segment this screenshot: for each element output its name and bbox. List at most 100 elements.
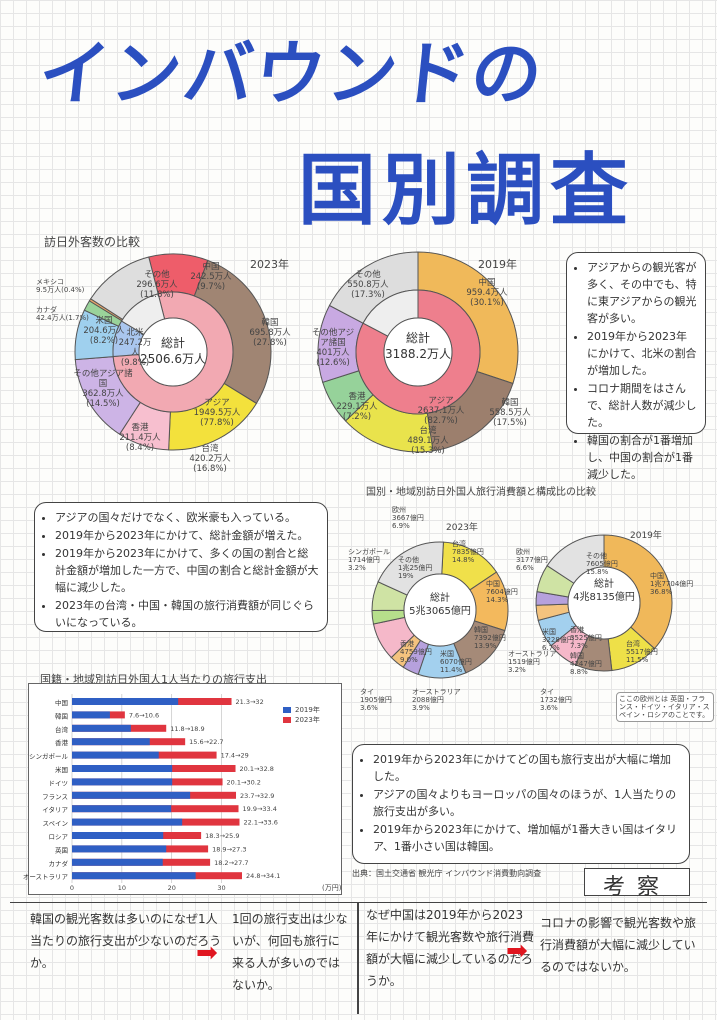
bar-category-label: 台湾 xyxy=(55,725,69,734)
s19-label-europe: 欧州 3177億円 6.6% xyxy=(516,548,548,572)
v23-label-north-america: 北米 247.2万人 (9.8%) xyxy=(118,328,152,368)
legend-2019-swatch xyxy=(283,707,291,713)
legend-2023-label: 2023年 xyxy=(295,716,320,724)
v19-label-other-asia: その他アジア諸国 401万人 (12.6%) xyxy=(311,328,355,368)
bar-2019 xyxy=(72,805,172,813)
bar-value-label: 18.9→27.3 xyxy=(212,845,246,853)
consideration-a2: コロナの影響で観光客数や旅行消費額が大幅に減少しているのではないか。 xyxy=(540,916,697,974)
v23-label-other-asia: その他アジア諸国 362.8万人 (14.5%) xyxy=(73,369,133,409)
per-capita-note: アジアの国々よりもヨーロッパの国々のほうが、1人当たりの旅行支出が多い。 xyxy=(373,786,681,820)
visitors-2019-year: 2019年 xyxy=(478,258,517,271)
v23-label-us: 米国 204.6万人 (8.2%) xyxy=(83,316,125,346)
spending-heading: 国別・地域別訪日外国人旅行消費額と構成比の比較 xyxy=(366,487,596,498)
consideration-q1: 韓国の観光客数は多いのになぜ1人当たりの旅行支出が少ないのだろうか。 xyxy=(30,912,222,970)
arrow-right-icon: ➡ xyxy=(506,936,528,966)
s19-label-hongkong: 香港 3525億円 7.3% xyxy=(570,626,602,650)
bar-category-label: スペイン xyxy=(42,820,68,828)
bar-2019 xyxy=(72,738,150,746)
bar-value-label: 21.3→32 xyxy=(236,698,264,706)
v19-label-korea: 韓国 558.5万人 (17.5%) xyxy=(489,398,531,428)
visitors-heading: 訪日外客数の比較 xyxy=(44,235,141,249)
source-note: 出典：国土交通省 観光庁 インバウンド消費動向調査 xyxy=(352,869,542,878)
x-tick-label: 20 xyxy=(168,884,176,892)
bar-2019 xyxy=(72,818,183,826)
x-tick-label: 30 xyxy=(217,884,225,892)
s19-label-korea: 韓国 4247億円 8.8% xyxy=(570,652,602,676)
s23-label-taiwan: 台湾 7835億円 14.8% xyxy=(452,540,484,564)
v23-label-hongkong: 香港 211.4万人 (8.4%) xyxy=(119,423,161,453)
s23-label-europe: 欧州 3667億円 6.9% xyxy=(392,506,424,530)
bar-category-label: 中国 xyxy=(55,698,68,707)
bar-category-label: 米国 xyxy=(55,765,68,774)
bar-value-label: 7.6→10.6 xyxy=(129,711,159,719)
bar-2019 xyxy=(72,698,179,705)
s23-label-hongkong: 香港 4759億円 9.0% xyxy=(400,640,432,664)
s23-label-us: 米国 6070億円 11.4% xyxy=(440,650,472,674)
v19-label-taiwan: 台湾 489.1万人 (15.3%) xyxy=(407,426,449,456)
visitors-note: 韓国の割合が1番増加し、中国の割合が1番減少した。 xyxy=(587,432,697,483)
donut-hole xyxy=(138,317,208,387)
per-capita-note: 2019年から2023年にかけてどの国も旅行支出が大幅に増加した。 xyxy=(373,751,681,785)
s19-label-china: 中国 1兆7704億円 36.8% xyxy=(650,572,694,596)
consideration-divider xyxy=(357,902,359,1014)
visitors-2023-total: 総計 2506.6万人 xyxy=(140,336,206,366)
bar-value-label: 24.8→34.1 xyxy=(246,872,280,880)
bar-value-label: 20.1→32.8 xyxy=(240,765,274,773)
consideration-q2: なぜ中国は2019年から2023年にかけて観光客数や旅行消費額が大幅に減少してい… xyxy=(366,908,535,988)
bar-2019 xyxy=(72,765,173,772)
bar-category-label: イタリア xyxy=(42,805,68,814)
x-tick-label: 0 xyxy=(70,884,74,892)
s23-label-other: その他 1兆25億円 19% xyxy=(398,556,433,580)
bar-2019 xyxy=(72,832,164,839)
s23-label-singapore: シンガポール 1714億円 3.2% xyxy=(348,548,390,572)
consideration-a1: 1回の旅行支出は少ないが、何回も旅行に来る人が多いのではないか。 xyxy=(232,912,348,992)
consideration-header: 考察 xyxy=(584,868,690,900)
s19-label-thailand: タイ 1732億円 3.6% xyxy=(540,688,572,712)
visitors-note: 2019年から2023年にかけて、北米の割合が増加した。 xyxy=(587,328,697,379)
bar-category-label: 香港 xyxy=(55,738,69,747)
v23-label-korea: 韓国 695.8万人 (27.8%) xyxy=(249,318,291,348)
spending-2023-total: 総計 5兆3065億円 xyxy=(409,593,471,617)
visitors-note: アジアからの観光客が多く、その中でも、特に東アジアからの観光客が多い。 xyxy=(587,259,697,327)
per-capita-notes-box: 2019年から2023年にかけてどの国も旅行支出が大幅に増加した。 アジアの国々… xyxy=(352,744,690,864)
per-capita-note: 2019年から2023年にかけて、増加幅が1番大きい国はイタリア、1番小さい国は… xyxy=(373,821,681,855)
v19-label-hongkong: 香港 229.1万人 (7.2%) xyxy=(336,392,378,422)
spending-note: 2023年の台湾・中国・韓国の旅行消費額が同じぐらいになっている。 xyxy=(55,597,319,631)
v23-label-canada: カナダ 42.4万人(1.7%) xyxy=(36,306,89,322)
bar-value-label: 19.9→33.4 xyxy=(243,805,277,813)
bar-2019 xyxy=(72,858,163,866)
bar-value-label: 18.3→25.9 xyxy=(205,832,239,840)
donut-hole xyxy=(403,573,477,647)
bar-value-label: 11.8→18.9 xyxy=(170,725,204,733)
bar-2019 xyxy=(72,724,131,732)
spending-2019-year: 2019年 xyxy=(630,531,662,541)
consideration-title: 考察 xyxy=(602,875,671,900)
bar-value-label: 23.7→32.9 xyxy=(240,792,274,800)
v19-label-asia: アジア 2637.1万人 (82.7%) xyxy=(417,396,465,426)
v23-label-asia: アジア 1949.5万人 (77.8%) xyxy=(193,398,241,428)
bar-category-label: ロシア xyxy=(49,833,69,841)
spending-notes-box: アジアの国々だけでなく、欧米豪も入っている。 2019年から2023年にかけて、… xyxy=(34,502,328,632)
bar-category-label: カナダ xyxy=(49,859,69,868)
bar-category-label: フランス xyxy=(42,793,68,801)
s23-label-china: 中国 7604億円 14.3% xyxy=(486,580,518,604)
spending-note: 2019年から2023年にかけて、多くの国の割合と総計金額が増加した一方で、中国… xyxy=(55,545,319,596)
s23-label-korea: 韓国 7392億円 13.9% xyxy=(474,626,506,650)
donut-hole xyxy=(383,317,453,387)
visitors-note: コロナ期間をはさんで、総計人数が減少した。 xyxy=(587,380,697,431)
bar-2019 xyxy=(72,778,173,786)
v19-label-other: その他 550.8万人 (17.3%) xyxy=(347,270,389,300)
per-capita-unit: (万円) xyxy=(322,884,342,892)
spending-note: アジアの国々だけでなく、欧米豪も入っている。 xyxy=(55,509,319,526)
s23-label-australia: オーストラリア 2088億円 3.9% xyxy=(412,688,461,712)
bar-category-label: シンガポール xyxy=(29,752,69,761)
arrow-right-icon: ➡ xyxy=(196,938,218,968)
bar-category-label: オーストラリア xyxy=(23,873,69,881)
v23-label-mexico: メキシコ 9.5万人(0.4%) xyxy=(36,278,85,294)
s23-label-thailand: タイ 1905億円 3.6% xyxy=(360,688,392,712)
per-capita-heading: 国籍・地域別訪日外国人1人当たりの旅行支出 xyxy=(40,673,267,686)
visitors-2023-year: 2023年 xyxy=(250,258,289,271)
legend-2023-swatch xyxy=(283,717,291,723)
